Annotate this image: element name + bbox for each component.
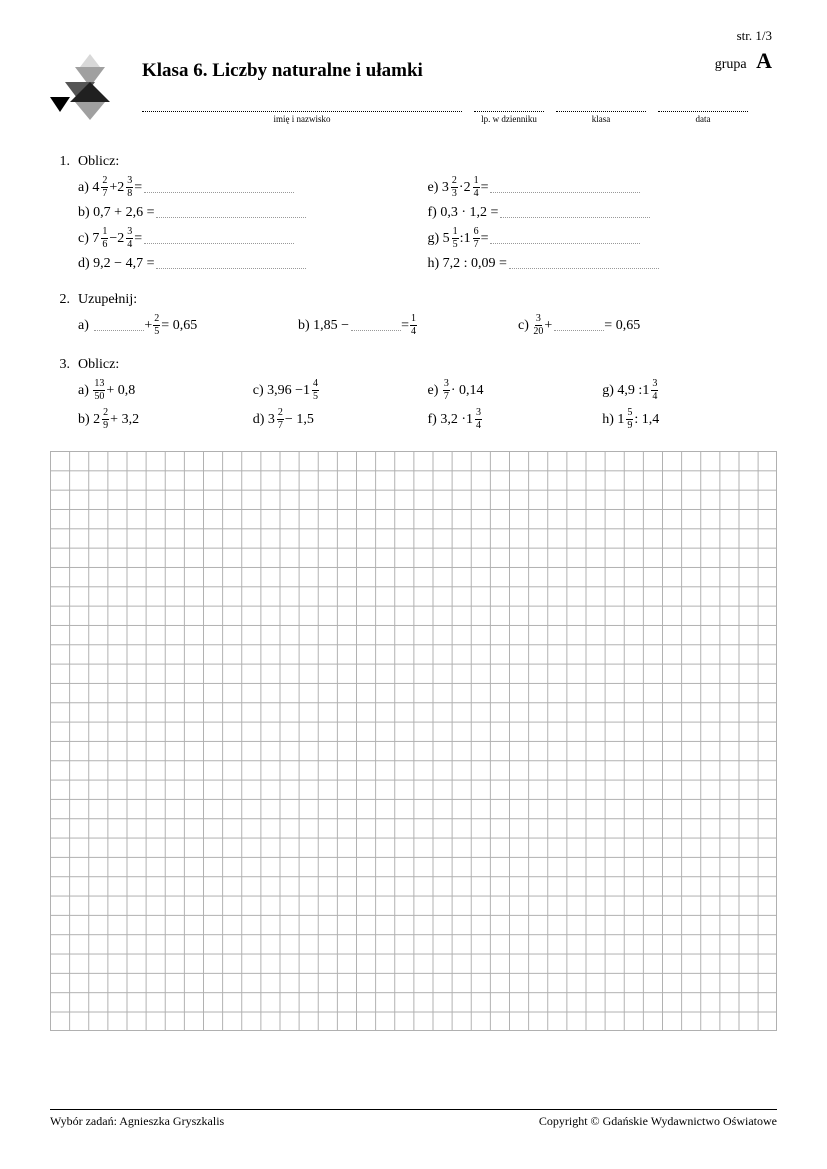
ex3-item: c) 3,96 − 145 bbox=[253, 379, 428, 402]
field-klasa[interactable]: klasa bbox=[556, 100, 646, 124]
answer-blank[interactable] bbox=[144, 234, 294, 244]
page-meta: str. 1/3 grupa A bbox=[715, 28, 772, 74]
exercises: 1. Oblicz: a) 427 + 238 =e) 323 · 214 =b… bbox=[50, 154, 777, 437]
page-number: str. 1/3 bbox=[715, 28, 772, 44]
worksheet-title: Klasa 6. Liczby naturalne i ułamki bbox=[142, 60, 777, 82]
exercise-number: 3. bbox=[50, 357, 78, 437]
answer-blank[interactable] bbox=[156, 208, 306, 218]
exercise-number: 1. bbox=[50, 154, 78, 278]
field-lp[interactable]: lp. w dzienniku bbox=[474, 100, 544, 124]
ex3-item: e) 37 · 0,14 bbox=[428, 379, 603, 402]
ex1-item: d) 9,2 − 4,7 = bbox=[78, 256, 428, 272]
header: Klasa 6. Liczby naturalne i ułamki imię … bbox=[50, 52, 777, 124]
publisher-logo-icon bbox=[50, 52, 130, 122]
title-block: Klasa 6. Liczby naturalne i ułamki imię … bbox=[142, 52, 777, 124]
ex2-item-a: a) + 25 = 0,65 bbox=[78, 314, 298, 337]
ex1-item: e) 323 · 214 = bbox=[428, 176, 778, 199]
exercise-number: 2. bbox=[50, 292, 78, 343]
footer-author: Wybór zadań: Agnieszka Gryszkalis bbox=[50, 1114, 224, 1129]
ex1-item: b) 0,7 + 2,6 = bbox=[78, 205, 428, 221]
answer-blank[interactable] bbox=[490, 234, 640, 244]
work-grid[interactable] bbox=[50, 451, 777, 1031]
ex1-item: g) 515 : 167 = bbox=[428, 227, 778, 250]
exercise-heading: Oblicz: bbox=[78, 357, 777, 373]
ex1-item: h) 7,2 : 0,09 = bbox=[428, 256, 778, 272]
answer-blank[interactable] bbox=[351, 321, 401, 331]
footer-copyright: Copyright © Gdańskie Wydawnictwo Oświato… bbox=[539, 1114, 777, 1129]
exercise-heading: Uzupełnij: bbox=[78, 292, 777, 308]
ex2-item-c: c) 320 + = 0,65 bbox=[518, 314, 777, 337]
answer-blank[interactable] bbox=[156, 259, 306, 269]
group-line: grupa A bbox=[715, 48, 772, 74]
exercise-heading: Oblicz: bbox=[78, 154, 777, 170]
field-name[interactable]: imię i nazwisko bbox=[142, 100, 462, 124]
exercise-3: 3. Oblicz: a) 1350 + 0,8c) 3,96 − 145e) … bbox=[50, 357, 777, 437]
ex3-item: d) 327 − 1,5 bbox=[253, 408, 428, 431]
ex1-item: f) 0,3 · 1,2 = bbox=[428, 205, 778, 221]
ex2-item-b: b) 1,85 − = 14 bbox=[298, 314, 518, 337]
footer: Wybór zadań: Agnieszka Gryszkalis Copyri… bbox=[50, 1109, 777, 1129]
group-letter: A bbox=[756, 48, 772, 73]
exercise-1: 1. Oblicz: a) 427 + 238 =e) 323 · 214 =b… bbox=[50, 154, 777, 278]
ex3-item: h) 159 : 1,4 bbox=[602, 408, 777, 431]
answer-blank[interactable] bbox=[144, 183, 294, 193]
ex1-item: c) 716 − 234 = bbox=[78, 227, 428, 250]
exercise-2: 2. Uzupełnij: a) + 25 = 0,65 b) 1,85 − =… bbox=[50, 292, 777, 343]
answer-blank[interactable] bbox=[554, 321, 604, 331]
answer-blank[interactable] bbox=[94, 321, 144, 331]
answer-blank[interactable] bbox=[500, 208, 650, 218]
ex1-item: a) 427 + 238 = bbox=[78, 176, 428, 199]
group-label: grupa bbox=[715, 57, 747, 72]
ex3-item: f) 3,2 · 134 bbox=[428, 408, 603, 431]
answer-blank[interactable] bbox=[490, 183, 640, 193]
ex3-item: a) 1350 + 0,8 bbox=[78, 379, 253, 402]
ex3-item: g) 4,9 : 134 bbox=[602, 379, 777, 402]
field-data[interactable]: data bbox=[658, 100, 748, 124]
answer-blank[interactable] bbox=[509, 259, 659, 269]
info-fields: imię i nazwisko lp. w dzienniku klasa da… bbox=[142, 100, 777, 124]
ex3-item: b) 229 + 3,2 bbox=[78, 408, 253, 431]
